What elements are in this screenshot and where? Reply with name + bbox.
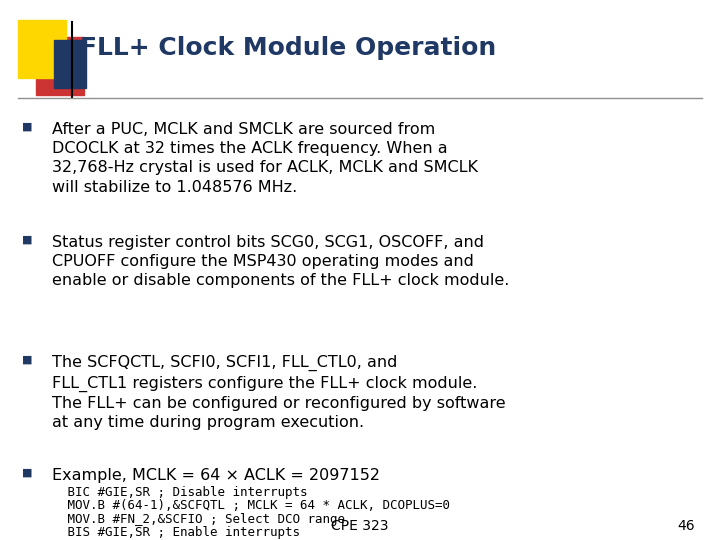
Text: ■: ■ [22, 468, 32, 478]
Text: Example, MCLK = 64 × ACLK = 2097152: Example, MCLK = 64 × ACLK = 2097152 [52, 468, 380, 483]
Text: After a PUC, MCLK and SMCLK are sourced from
DCOCLK at 32 times the ACLK frequen: After a PUC, MCLK and SMCLK are sourced … [52, 122, 478, 194]
Bar [54, 40, 86, 88]
Text: The SCFQCTL, SCFI0, SCFI1, FLL_CTL0, and
FLL_CTL1 registers configure the FLL+ c: The SCFQCTL, SCFI0, SCFI1, FLL_CTL0, and… [52, 355, 505, 430]
Text: ■: ■ [22, 235, 32, 245]
Text: CPE 323: CPE 323 [331, 519, 389, 533]
Bar [18, 20, 66, 78]
Text: 46: 46 [678, 519, 695, 533]
Text: ■: ■ [22, 355, 32, 365]
Text: FLL+ Clock Module Operation: FLL+ Clock Module Operation [80, 36, 496, 60]
Text: ■: ■ [22, 122, 32, 132]
Bar [36, 37, 84, 95]
Text: MOV.B #(64-1),&SCFQTL ; MCLK = 64 * ACLK, DCOPLUS=0: MOV.B #(64-1),&SCFQTL ; MCLK = 64 * ACLK… [60, 499, 450, 512]
Text: BIS #GIE,SR ; Enable interrupts: BIS #GIE,SR ; Enable interrupts [60, 526, 300, 539]
Text: BIC #GIE,SR ; Disable interrupts: BIC #GIE,SR ; Disable interrupts [60, 485, 307, 498]
Text: MOV.B #FN_2,&SCFIO ; Select DCO range: MOV.B #FN_2,&SCFIO ; Select DCO range [60, 512, 345, 525]
Text: Status register control bits SCG0, SCG1, OSCOFF, and
CPUOFF configure the MSP430: Status register control bits SCG0, SCG1,… [52, 235, 509, 288]
